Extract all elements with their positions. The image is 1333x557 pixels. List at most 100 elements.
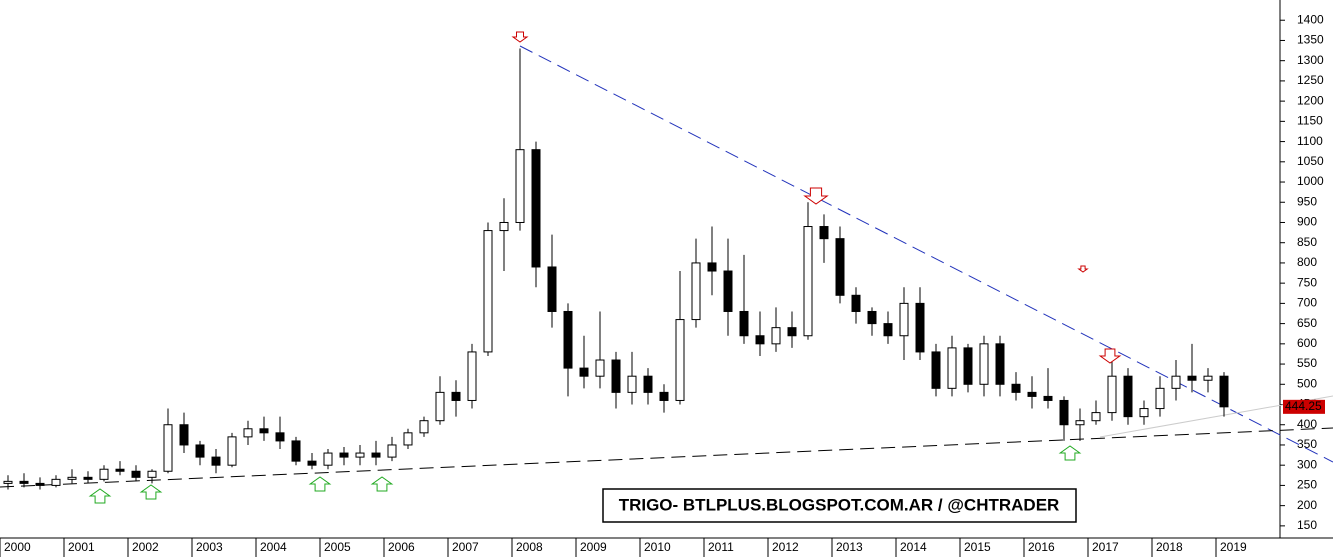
candle-body [1139,408,1149,418]
y-tick-label: 800 [1297,255,1317,269]
candle-body [867,310,877,325]
candle-body [595,359,605,377]
candle-body [51,478,61,486]
candle-body [419,420,429,434]
candle-body [1027,391,1037,397]
y-tick-label: 1150 [1297,114,1323,128]
candle-body [707,262,717,272]
candle-body [963,347,973,385]
candle-body [35,482,45,486]
x-tick-label: 2012 [772,540,799,554]
candle-body [1043,395,1053,401]
candle-body [195,444,205,458]
candle-body [675,319,685,401]
last-price-box [1283,399,1325,414]
candle-body [915,302,925,353]
up-arrow [308,476,332,492]
y-tick-label: 500 [1297,376,1317,390]
x-tick-label: 2008 [516,540,543,554]
candle-body [579,367,589,377]
y-tick-label: 900 [1297,215,1317,229]
x-tick-label: 2018 [1156,540,1183,554]
down-arrow [511,31,529,43]
x-tick-label: 2015 [964,540,991,554]
candle-body [179,424,189,446]
title-box [602,488,1077,523]
candle-body [211,456,221,466]
candle-body [563,310,573,369]
candle-body [835,238,845,296]
y-tick-label: 1250 [1297,73,1324,87]
up-arrow [370,476,394,492]
candle-body [227,436,237,466]
candle-body [307,460,317,466]
candle-body [355,452,365,458]
y-tick-label: 1050 [1297,154,1324,168]
candle-body [291,440,301,462]
candle-body [163,424,173,472]
candle-body [547,266,557,312]
candle-body [3,480,13,484]
y-tick-label: 250 [1297,478,1317,492]
candle-body [771,327,781,345]
x-tick-label: 2009 [580,540,607,554]
y-tick-label: 1100 [1297,134,1323,148]
candle-body [739,310,749,337]
candle-body [787,327,797,337]
up-arrow [139,484,163,500]
candle-body [851,294,861,312]
x-tick-label: 2000 [4,540,31,554]
candle-body [627,375,637,393]
x-tick-label: 2017 [1092,540,1119,554]
candle-body [403,432,413,446]
candle-body [451,391,461,401]
y-tick-label: 750 [1297,275,1317,289]
y-tick-label: 950 [1297,194,1317,208]
support-line [0,427,1333,488]
candle-body [147,470,157,478]
resistance-line [519,45,1333,463]
candle-body [371,452,381,458]
y-tick-label: 600 [1297,336,1317,350]
x-tick-label: 2019 [1220,540,1247,554]
candle-body [1155,387,1165,410]
candle-body [339,452,349,458]
candle-body [643,375,653,393]
y-tick-label: 700 [1297,296,1317,310]
x-tick-label: 2004 [260,540,287,554]
y-tick-label: 350 [1297,437,1317,451]
candle-body [1091,412,1101,422]
candle-body [1187,375,1197,381]
candle-body [243,428,253,438]
y-tick-label: 300 [1297,457,1317,471]
candle-body [83,476,93,480]
x-tick-label: 2016 [1028,540,1055,554]
candle-body [755,335,765,345]
y-tick-label: 1200 [1297,93,1324,107]
y-tick-label: 200 [1297,498,1317,512]
up-arrow [1058,445,1082,461]
candle-body [931,351,941,389]
x-tick-label: 2010 [644,540,671,554]
candle-body [979,343,989,385]
x-tick-label: 2005 [324,540,351,554]
candle-body [1059,399,1069,426]
candle-body [611,359,621,393]
candle-body [531,149,541,268]
candle-body [1123,375,1133,418]
candle-body [259,428,269,434]
y-tick-label: 1000 [1297,174,1324,188]
candle-body [275,432,285,442]
candle-body [899,302,909,337]
down-arrow [1098,348,1122,364]
candle-body [435,391,445,422]
candle-body [19,480,29,484]
y-tick-label: 150 [1297,518,1317,532]
up-arrow [88,488,112,504]
x-tick-label: 2007 [452,540,479,554]
x-tick-label: 2014 [900,540,927,554]
candle-body [995,343,1005,385]
